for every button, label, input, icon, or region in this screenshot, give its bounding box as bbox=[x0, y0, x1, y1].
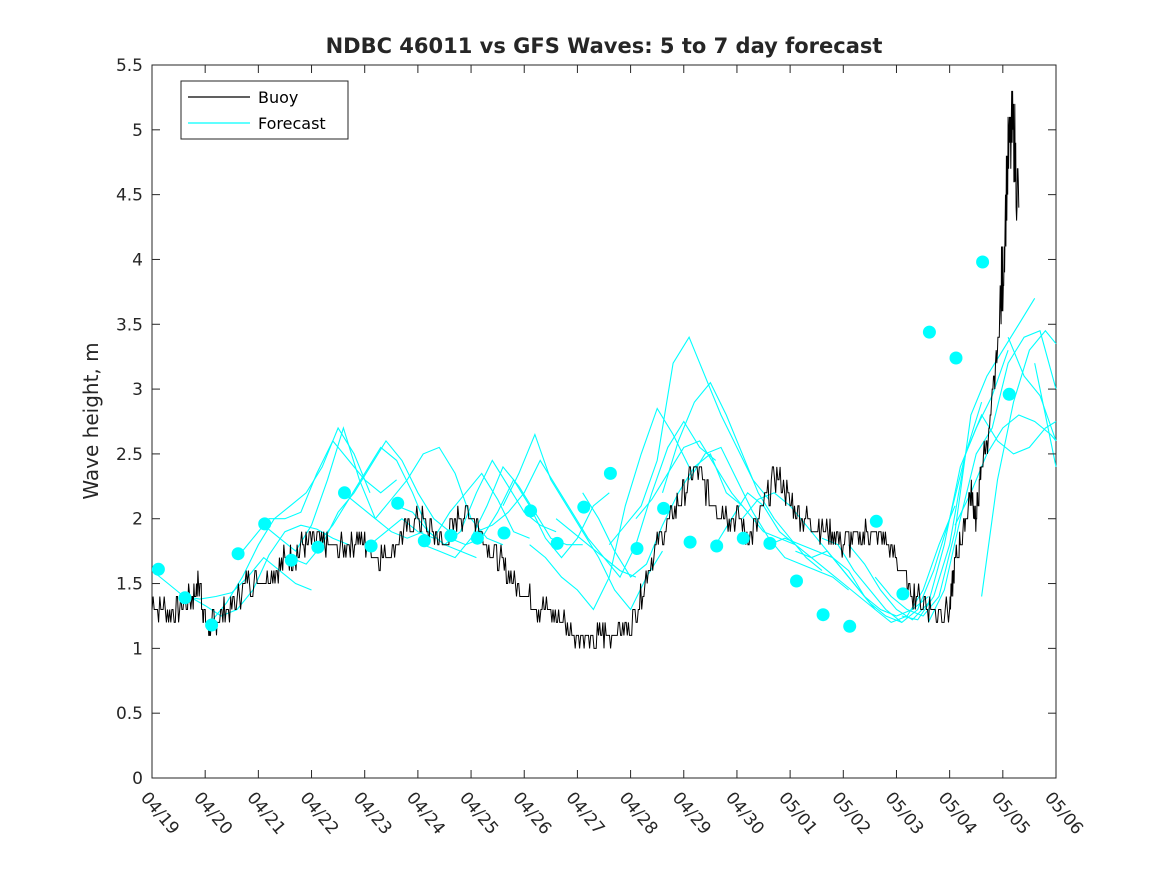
x-tick-label: 04/29 bbox=[668, 788, 715, 838]
forecast-marker bbox=[1002, 387, 1016, 401]
forecast-run-18 bbox=[635, 440, 796, 546]
forecast-marker bbox=[763, 536, 777, 550]
y-tick-label: 0.5 bbox=[116, 704, 143, 724]
y-tick-label: 4 bbox=[132, 250, 143, 270]
x-tick-label: 05/03 bbox=[881, 788, 928, 838]
forecast-marker bbox=[497, 526, 511, 540]
forecast-run-23 bbox=[768, 537, 929, 617]
forecast-run-26 bbox=[848, 350, 1009, 621]
y-axis-label: Wave height, m bbox=[79, 342, 103, 499]
chart-title: NDBC 46011 vs GFS Waves: 5 to 7 day fore… bbox=[326, 34, 883, 58]
x-tick-label: 04/25 bbox=[455, 788, 502, 838]
y-axis: 0 0.5 1 1.5 2 2.5 3 3.5 4 4.5 5 5.5 bbox=[116, 56, 1056, 789]
forecast-run-30 bbox=[954, 414, 1057, 526]
x-tick-label: 04/23 bbox=[349, 788, 396, 838]
forecast-marker bbox=[444, 529, 458, 543]
forecast-run-17 bbox=[608, 335, 770, 546]
forecast-marker bbox=[710, 539, 724, 553]
forecast-marker bbox=[284, 553, 298, 567]
forecast-run-25 bbox=[821, 401, 983, 624]
forecast-marker bbox=[470, 531, 484, 545]
plot-area bbox=[151, 64, 1057, 779]
forecast-marker bbox=[683, 535, 697, 549]
x-tick-label: 04/20 bbox=[189, 788, 236, 838]
y-tick-label: 5 bbox=[132, 121, 143, 141]
forecast-marker bbox=[311, 540, 325, 554]
forecast-run-28 bbox=[901, 413, 1057, 621]
forecast-marker bbox=[736, 531, 750, 545]
forecast-marker bbox=[391, 496, 405, 510]
forecast-marker bbox=[151, 562, 165, 576]
x-tick-label: 04/24 bbox=[402, 788, 449, 838]
legend-label-forecast: Forecast bbox=[258, 114, 326, 133]
forecast-run-21 bbox=[715, 491, 876, 610]
forecast-run-6 bbox=[316, 446, 477, 559]
forecast-marker bbox=[364, 539, 378, 553]
forecast-marker bbox=[258, 517, 272, 531]
x-tick-label: 05/06 bbox=[1040, 788, 1087, 838]
forecast-marker bbox=[630, 542, 644, 555]
forecast-run-2 bbox=[210, 426, 371, 623]
forecast-run-31 bbox=[981, 329, 1057, 597]
y-tick-label: 3.5 bbox=[116, 315, 143, 335]
forecast-marker bbox=[949, 351, 963, 365]
x-tick-label: 04/19 bbox=[136, 788, 183, 838]
forecast-marker bbox=[550, 536, 564, 550]
forecast-marker bbox=[790, 574, 803, 588]
forecast-marker bbox=[524, 504, 538, 518]
forecast-run-13 bbox=[502, 432, 663, 611]
forecast-marker bbox=[178, 591, 192, 605]
forecast-run-12 bbox=[476, 459, 637, 578]
x-tick-label: 04/27 bbox=[562, 788, 609, 838]
forecast-marker bbox=[657, 501, 671, 515]
legend-box bbox=[180, 80, 349, 140]
x-tick-label: 04/28 bbox=[615, 788, 662, 838]
y-tick-label: 0 bbox=[132, 769, 143, 789]
x-tick-label: 05/05 bbox=[987, 788, 1034, 838]
legend-label-buoy: Buoy bbox=[258, 88, 298, 107]
forecast-run-29 bbox=[927, 330, 1057, 623]
forecast-marker bbox=[603, 466, 617, 480]
forecast-run-0 bbox=[151, 556, 312, 600]
forecast-run-14 bbox=[529, 407, 690, 611]
forecast-run-32 bbox=[1007, 336, 1057, 442]
y-tick-label: 5.5 bbox=[116, 56, 143, 76]
forecast-markers bbox=[151, 255, 1016, 633]
x-tick-label: 04/26 bbox=[508, 788, 555, 838]
x-tick-label: 04/30 bbox=[721, 788, 768, 838]
x-tick-label: 05/02 bbox=[827, 788, 874, 838]
legend: Buoy Forecast bbox=[180, 80, 349, 140]
y-tick-label: 2.5 bbox=[116, 445, 143, 465]
x-tick-label: 05/04 bbox=[934, 788, 981, 838]
forecast-marker bbox=[231, 547, 245, 561]
forecast-marker bbox=[577, 500, 591, 514]
forecast-run-1 bbox=[188, 524, 350, 617]
forecast-marker bbox=[338, 486, 351, 500]
forecast-marker bbox=[205, 618, 219, 632]
x-tick-label: 05/01 bbox=[774, 788, 821, 838]
x-tick-label: 04/21 bbox=[243, 788, 290, 838]
y-tick-label: 4.5 bbox=[116, 186, 143, 206]
forecast-marker bbox=[922, 325, 936, 339]
y-tick-label: 2 bbox=[132, 510, 143, 530]
y-tick-label: 3 bbox=[132, 380, 143, 400]
y-tick-label: 1 bbox=[132, 639, 143, 659]
forecast-run-27 bbox=[874, 298, 1036, 617]
forecast-marker bbox=[843, 619, 857, 633]
forecast-marker bbox=[417, 534, 431, 548]
x-tick-label: 04/22 bbox=[296, 788, 343, 838]
forecast-marker bbox=[896, 587, 910, 601]
forecast-marker bbox=[816, 608, 830, 622]
forecast-run-33 bbox=[1034, 363, 1057, 468]
forecast-run-24 bbox=[795, 505, 956, 624]
forecast-marker bbox=[976, 255, 990, 269]
forecast-marker bbox=[869, 514, 883, 528]
forecast-run-8 bbox=[369, 472, 530, 546]
y-tick-label: 1.5 bbox=[116, 575, 143, 595]
